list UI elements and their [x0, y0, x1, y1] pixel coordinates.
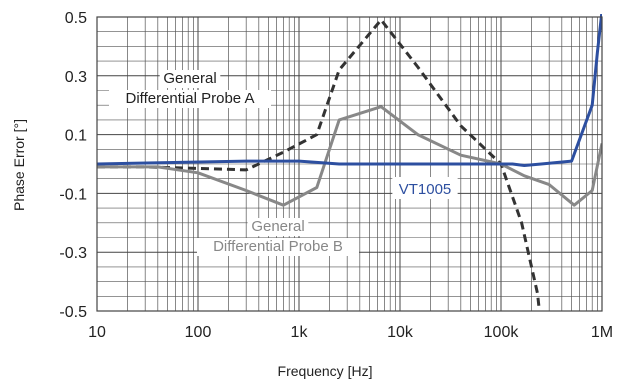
y-tick-label: -0.1 — [59, 186, 87, 203]
y-tick-label: 0.3 — [65, 69, 87, 86]
x-tick-label: 1k — [291, 324, 309, 341]
annotation-label: General — [163, 70, 216, 87]
y-tick-label: -0.5 — [59, 304, 87, 321]
x-tick-label: 10k — [387, 324, 414, 341]
annotation-label: General — [251, 218, 304, 235]
x-tick-label: 100 — [185, 324, 212, 341]
y-axis-label: Phase Error [°] — [11, 119, 27, 211]
annotation-label: VT1005 — [399, 181, 452, 198]
annotation-label: Differential Probe B — [213, 238, 343, 255]
annotation-background — [247, 218, 309, 236]
chart-tick-labels: 10 100 1k 10k 100k 1M 0.5 0.3 0.1 -0.1 -0.3 -0.5 — [59, 10, 613, 341]
annotation-background — [197, 238, 359, 256]
annotation-label: Differential Probe A — [126, 90, 255, 107]
annotation-background — [159, 70, 221, 88]
series-line-0 — [97, 18, 541, 311]
annotation-background — [392, 177, 458, 199]
y-tick-label: -0.3 — [59, 245, 87, 262]
plot-frame — [96, 16, 603, 312]
series-line-2 — [97, 14, 602, 167]
x-tick-label: 1M — [591, 324, 613, 341]
chart-series — [97, 14, 602, 311]
y-tick-label: 0.5 — [65, 10, 87, 27]
annotation-background — [109, 90, 271, 108]
x-tick-label: 10 — [88, 324, 106, 341]
series-line-1 — [97, 105, 602, 207]
x-axis-label: Frequency [Hz] — [278, 363, 373, 379]
chart-annotations: General Differential Probe A General Differ… — [109, 70, 458, 256]
y-tick-label: 0.1 — [65, 128, 87, 145]
x-tick-label: 100k — [484, 324, 520, 341]
